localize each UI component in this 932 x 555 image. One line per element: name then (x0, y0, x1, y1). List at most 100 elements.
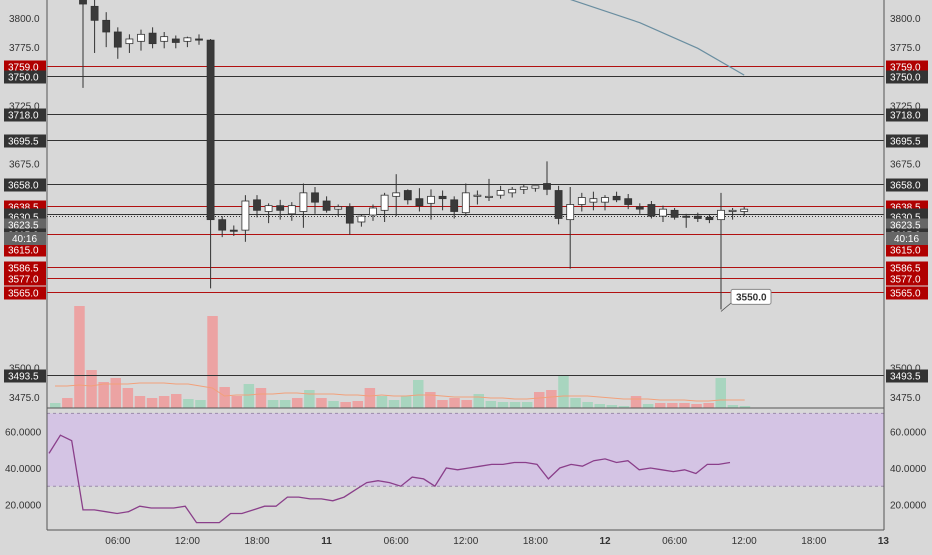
level-label-right (886, 70, 928, 84)
volume-bar (74, 306, 85, 408)
candle-body (659, 208, 667, 217)
rsi-band (47, 413, 884, 487)
level-label-right-text: 3586.5 (890, 264, 921, 275)
time-label: 06:00 (384, 536, 409, 547)
rsi-tick-right: 40.0000 (890, 464, 927, 475)
candle-body (427, 195, 435, 204)
candle-body (218, 219, 227, 231)
candle-body (519, 186, 528, 190)
candle-body (612, 195, 621, 201)
rsi-tick-right: 60.0000 (890, 428, 927, 439)
price-tick-right: 3775.0 (890, 43, 921, 54)
level-label-left-text: 3718.0 (8, 111, 39, 122)
level-label-right (886, 261, 928, 275)
rsi-tick-left: 40.0000 (5, 464, 42, 475)
level-lines[interactable] (47, 66, 884, 376)
price-tick-left: 3475.0 (9, 393, 40, 404)
candle-body (369, 207, 377, 216)
callout-box (730, 288, 772, 305)
volume-bar (122, 388, 134, 408)
volume-bar (231, 396, 242, 408)
candles (79, 0, 749, 310)
volume-bar (146, 398, 158, 408)
level-label-right (886, 108, 928, 122)
level-label-left (4, 108, 46, 122)
level-label-left-text: 3658.0 (8, 181, 39, 192)
candle-body (102, 19, 111, 33)
volume-bar (316, 398, 327, 408)
candle-body (229, 229, 238, 232)
level-label-left-text: 3623.5 (8, 221, 39, 232)
level-label-right (886, 243, 928, 257)
volume-bar (473, 394, 484, 408)
volume-bar (134, 396, 146, 408)
volume-bar (521, 402, 533, 408)
candle-body (299, 192, 308, 212)
candle-body (125, 38, 134, 45)
volume-bar (691, 404, 702, 408)
countdown-right (886, 232, 928, 245)
candle-body (160, 36, 169, 42)
volume-bar (485, 401, 497, 408)
volume-bar (425, 392, 436, 408)
time-label: 18:00 (244, 536, 269, 547)
level-label-right-text: 3658.0 (890, 181, 921, 192)
volume-bar (570, 398, 581, 408)
candle-body (601, 197, 609, 203)
candle-body (682, 215, 691, 218)
level-label-left (4, 70, 46, 84)
rsi-tick-left: 20.0000 (5, 500, 42, 511)
volume-bar (98, 382, 109, 408)
volume-bar (267, 400, 279, 408)
volume-bar (461, 400, 472, 408)
candle-body (461, 192, 470, 214)
volume-bar (207, 316, 218, 408)
time-label: 13 (878, 536, 890, 547)
level-label-right-text: 3759.0 (890, 63, 921, 74)
volume-bar (219, 387, 230, 408)
candle-body (624, 198, 633, 205)
volume-bar (739, 406, 751, 408)
volume-bar (195, 400, 206, 408)
volume-bar (376, 396, 388, 408)
time-label: 18:00 (801, 536, 826, 547)
volume-bar (110, 378, 121, 408)
candle-body (705, 216, 714, 221)
candle-body (253, 199, 261, 211)
candle-body (473, 194, 482, 197)
candle-body (566, 204, 575, 221)
candle-body (206, 39, 215, 221)
candle-body (693, 215, 702, 219)
volume-bar (437, 400, 448, 408)
volume-bar (715, 378, 726, 408)
volume-bar (679, 403, 690, 408)
level-label-right (886, 60, 928, 74)
level-label-left-text: 3695.5 (8, 137, 39, 148)
level-label-right-text: 3615.0 (890, 246, 921, 257)
candle-body (287, 205, 296, 215)
level-label-right (886, 218, 928, 232)
level-label-left-text: 3630.5 (8, 213, 39, 224)
volume-bar (292, 398, 303, 408)
volume-bar (388, 400, 400, 408)
rsi-tick-right: 20.0000 (890, 500, 927, 511)
price-tick-left: 3800.0 (9, 14, 40, 25)
candle-body (531, 185, 540, 189)
candle-body (740, 208, 749, 212)
level-label-left-text: 3493.5 (8, 372, 39, 383)
price-tick-right: 3800.0 (890, 14, 921, 25)
price-tick-left: 3775.0 (9, 43, 40, 54)
level-label-left (4, 178, 46, 192)
volume-bar (62, 398, 73, 408)
volume-bar (50, 403, 61, 408)
volume-bar (727, 405, 739, 408)
level-label-left-text: 3565.0 (8, 289, 39, 300)
candle-body (543, 183, 551, 190)
candle-body (334, 206, 343, 210)
time-label: 12 (599, 536, 611, 547)
level-label-left-text: 3750.0 (8, 73, 39, 84)
volume-bar (546, 390, 557, 408)
